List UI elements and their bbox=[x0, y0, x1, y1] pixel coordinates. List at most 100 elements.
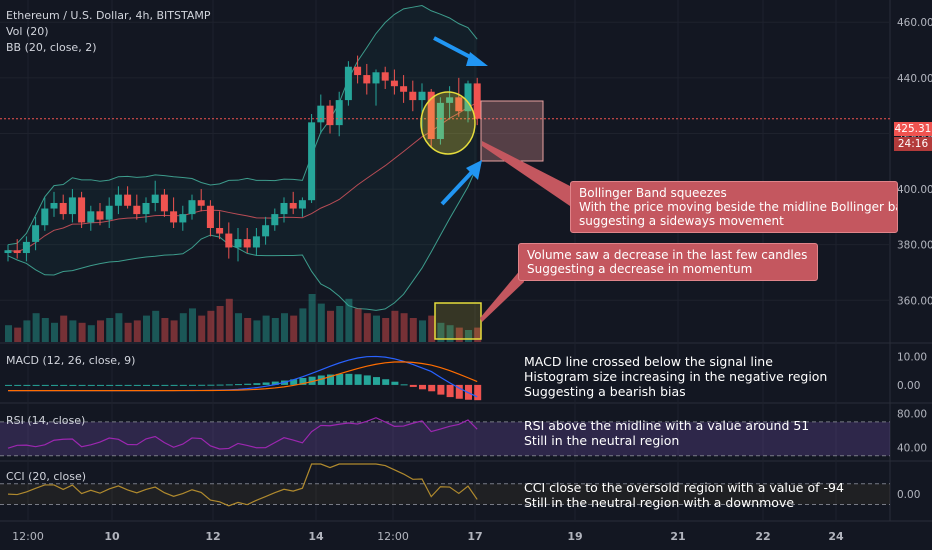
volume-bar bbox=[409, 318, 417, 342]
candle-body bbox=[308, 122, 316, 201]
macd-note: MACD line crossed below the signal line … bbox=[524, 354, 828, 399]
projection-box bbox=[480, 100, 544, 162]
volume-bar bbox=[391, 310, 399, 342]
macd-histogram-bar bbox=[373, 377, 380, 385]
candle-body bbox=[179, 214, 187, 223]
candle-body bbox=[197, 200, 205, 206]
rsi-tick-label: 80.00 bbox=[897, 408, 927, 420]
macd-histogram-bar bbox=[244, 383, 252, 385]
cci-band bbox=[0, 483, 890, 505]
candle-body bbox=[160, 194, 168, 212]
candle-body bbox=[78, 197, 86, 223]
candle-body bbox=[234, 239, 242, 248]
candle-body bbox=[142, 202, 150, 215]
macd-tick-label: 10.00 bbox=[897, 351, 927, 363]
macd-histogram-bar bbox=[133, 384, 141, 386]
volume-legend[interactable]: Vol (20) bbox=[6, 25, 49, 38]
candle-body bbox=[436, 102, 444, 140]
volume-bar bbox=[14, 327, 22, 342]
volume-bar bbox=[216, 306, 224, 342]
candle-body bbox=[363, 75, 371, 84]
volume-bar bbox=[143, 315, 150, 342]
volume-bar bbox=[354, 308, 362, 342]
volume-bar bbox=[133, 320, 141, 342]
macd-histogram-bar bbox=[419, 384, 426, 390]
bb-legend[interactable]: BB (20, close, 2) bbox=[6, 41, 97, 54]
macd-histogram-bar bbox=[409, 384, 417, 387]
candle-body bbox=[50, 202, 58, 209]
symbol-title: Ethereum / U.S. Dollar, 4h, BITSTAMP bbox=[6, 9, 211, 22]
x-tick-label: 12 bbox=[205, 530, 220, 543]
countdown-tag: 24:16 bbox=[894, 137, 932, 151]
candle-body bbox=[87, 211, 95, 223]
candle-body bbox=[32, 225, 40, 242]
volume-bar bbox=[363, 313, 371, 342]
candle-body bbox=[188, 200, 196, 215]
candle-body bbox=[225, 233, 233, 248]
rsi-legend[interactable]: RSI (14, close) bbox=[6, 414, 86, 427]
candle-body bbox=[427, 91, 435, 140]
macd-histogram-bar bbox=[51, 384, 58, 386]
volume-bar bbox=[400, 313, 408, 342]
bb-fill bbox=[8, 5, 478, 311]
volume-bar bbox=[69, 320, 77, 342]
macd-histogram-bar bbox=[271, 381, 279, 385]
volume-callout[interactable]: Volume saw a decrease in the last few ca… bbox=[518, 243, 818, 281]
macd-histogram-bar bbox=[400, 384, 408, 386]
candle-body bbox=[280, 202, 288, 215]
x-tick-label: 12:00 bbox=[12, 530, 44, 543]
volume-bar bbox=[419, 320, 426, 342]
macd-histogram-bar bbox=[327, 374, 334, 385]
candle-body bbox=[105, 205, 113, 220]
candle-body bbox=[298, 200, 306, 209]
candle-body bbox=[124, 194, 132, 206]
squeeze-highlight-ellipse bbox=[420, 91, 476, 155]
candle-body bbox=[96, 211, 104, 220]
macd-histogram-bar bbox=[5, 384, 12, 386]
bb-squeeze-callout[interactable]: Bollinger Band squeezes With the price m… bbox=[570, 181, 898, 233]
macd-histogram-bar bbox=[14, 384, 22, 386]
macd-histogram-bar bbox=[152, 384, 160, 386]
x-tick-label: 24 bbox=[828, 530, 844, 543]
macd-histogram-bar bbox=[41, 384, 49, 386]
volume-bar bbox=[437, 322, 445, 342]
candle-body bbox=[335, 100, 343, 126]
candle-body bbox=[271, 214, 279, 226]
macd-histogram-bar bbox=[317, 375, 325, 385]
bb-callout-pointer bbox=[482, 141, 570, 206]
macd-histogram-bar bbox=[115, 384, 123, 386]
volume-bar bbox=[97, 320, 104, 342]
macd-histogram-bar bbox=[106, 384, 114, 386]
macd-histogram-bar bbox=[161, 384, 169, 386]
y-tick-label: 440.00 bbox=[897, 73, 932, 85]
candle-body bbox=[289, 202, 297, 209]
arrow-head-up-band bbox=[466, 52, 488, 66]
volume-bar bbox=[244, 318, 252, 342]
volume-bar bbox=[446, 325, 454, 342]
volume-bar bbox=[474, 327, 482, 342]
x-tick-label: 21 bbox=[670, 530, 685, 543]
volume-highlight-box bbox=[434, 302, 482, 340]
cci-legend[interactable]: CCI (20, close) bbox=[6, 470, 87, 483]
bb-upper bbox=[7, 5, 478, 246]
macd-histogram-bar bbox=[143, 384, 150, 386]
candle-body bbox=[446, 97, 454, 103]
volume-bar bbox=[152, 310, 160, 342]
macd-legend[interactable]: MACD (12, 26, close, 9) bbox=[6, 354, 136, 367]
macd-tick-label: 0.00 bbox=[897, 380, 920, 392]
y-tick-label: 360.00 bbox=[897, 295, 932, 307]
candle-body bbox=[473, 83, 481, 119]
macd-histogram-bar bbox=[391, 381, 399, 385]
y-tick-label: 460.00 bbox=[897, 17, 932, 29]
candle-body bbox=[354, 66, 362, 76]
volume-bar bbox=[51, 322, 58, 342]
candle-body bbox=[59, 202, 67, 215]
volume-bar bbox=[106, 318, 114, 342]
macd-histogram-bar bbox=[97, 384, 104, 386]
candle-body bbox=[418, 91, 426, 101]
macd-histogram-bar bbox=[189, 384, 196, 386]
y-tick-label: 380.00 bbox=[897, 240, 932, 252]
volume-bar bbox=[124, 322, 132, 342]
volume-bar bbox=[327, 310, 334, 342]
macd-histogram-bar bbox=[124, 384, 132, 386]
